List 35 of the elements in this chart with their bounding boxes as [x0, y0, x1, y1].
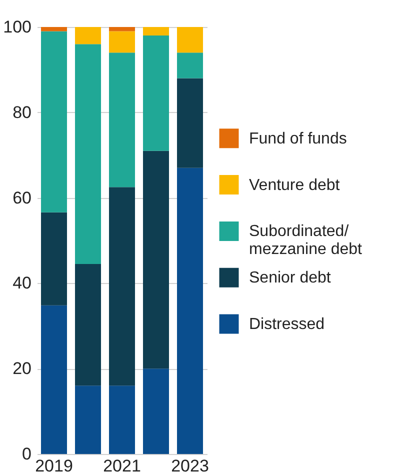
- legend-label: Venture debt: [249, 176, 340, 194]
- y-tick-label: 40: [12, 274, 32, 293]
- bar: [75, 386, 101, 454]
- bar: [75, 27, 101, 44]
- bar: [109, 187, 135, 386]
- bar: [109, 52, 135, 188]
- bar: [143, 27, 169, 36]
- legend-label: Senior debt: [249, 270, 332, 287]
- x-tick-label: 2019: [35, 456, 73, 475]
- y-tick-label: 20: [12, 359, 32, 378]
- bar: [75, 264, 101, 386]
- y-tick-label: 0: [22, 444, 32, 464]
- bar: [143, 36, 169, 151]
- bar: [109, 27, 135, 32]
- x-tick-label: 2023: [171, 456, 209, 475]
- bar: [143, 368, 169, 454]
- x-tick-label: 2021: [103, 456, 141, 475]
- bar: [177, 27, 203, 53]
- y-tick-label: 100: [3, 18, 32, 36]
- bar: [109, 31, 135, 53]
- y-tick-label: 60: [12, 188, 32, 208]
- bar: [41, 212, 67, 306]
- y-tick-label: 80: [12, 102, 32, 122]
- bar: [75, 44, 101, 264]
- bar: [109, 386, 135, 454]
- legend-label: Subordinated/ mezzanine debt: [249, 223, 363, 258]
- bar: [177, 52, 203, 78]
- bar: [41, 305, 67, 454]
- bar: [41, 31, 67, 212]
- bar: [143, 150, 169, 369]
- bar: [41, 27, 67, 32]
- bar: [177, 168, 203, 454]
- legend-label: Fund of funds: [249, 130, 347, 148]
- legend-label: Distressed: [249, 316, 325, 334]
- bar: [177, 78, 203, 168]
